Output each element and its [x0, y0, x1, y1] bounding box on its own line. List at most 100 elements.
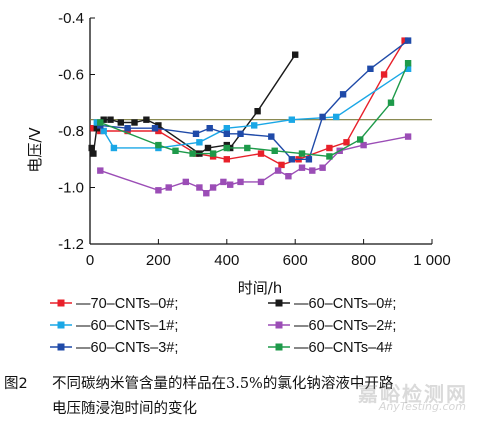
- figure-caption: 图2 不同碳纳米管含量的样品在3.5%的氯化钠溶液中开路 电压随浸泡时间的变化: [4, 372, 476, 422]
- data-point: [196, 184, 203, 191]
- x-tick-label: 800: [351, 252, 376, 269]
- data-point: [100, 127, 107, 135]
- data-point: [93, 125, 100, 132]
- data-point: [93, 119, 100, 126]
- series-line: [91, 54, 296, 155]
- data-point: [257, 178, 265, 186]
- data-point: [326, 144, 333, 152]
- legend-item: —60–CNTs–2#;: [268, 318, 396, 334]
- data-point: [124, 125, 131, 132]
- data-point: [387, 99, 395, 106]
- data-point: [298, 164, 306, 171]
- data-point: [292, 51, 299, 58]
- legend-item: —60–CNTs–4#: [268, 340, 392, 356]
- data-point: [192, 130, 200, 137]
- data-point: [380, 71, 388, 78]
- data-point: [223, 125, 230, 132]
- y-tick-label: -1.0: [58, 180, 84, 197]
- data-point: [97, 119, 104, 126]
- data-point: [288, 156, 295, 163]
- legend-swatch-marker: [57, 321, 65, 329]
- data-point: [367, 65, 374, 72]
- data-point: [404, 133, 412, 140]
- data-point: [227, 181, 234, 188]
- data-point: [223, 130, 230, 137]
- data-point: [319, 164, 326, 171]
- y-tick-label: -1.2: [58, 236, 84, 253]
- x-tick-label: 0: [86, 252, 94, 269]
- series-line: [100, 40, 409, 161]
- data-point: [189, 150, 196, 157]
- data-point: [223, 156, 230, 163]
- data-point: [107, 116, 114, 123]
- legend-item: —60–CNTs–0#;: [268, 296, 396, 312]
- data-point: [223, 144, 230, 152]
- data-point: [206, 125, 213, 132]
- data-point: [97, 167, 104, 174]
- data-point: [172, 147, 179, 154]
- data-point: [244, 144, 251, 152]
- data-point: [401, 37, 408, 44]
- legend-label: —60–CNTs–0#;: [294, 296, 396, 312]
- data-point: [339, 91, 347, 98]
- data-point: [143, 116, 150, 123]
- data-point: [274, 167, 282, 174]
- data-point: [404, 65, 412, 72]
- data-point: [110, 144, 118, 152]
- watermark-url: AnyTesting.com: [378, 400, 466, 413]
- data-point: [220, 178, 227, 186]
- legend-label: —60–CNTs–4#: [294, 340, 392, 356]
- data-point: [360, 141, 367, 149]
- x-axis-title: 时间/h: [238, 279, 283, 297]
- data-point: [155, 141, 162, 149]
- data-point: [155, 122, 162, 129]
- series-4: [97, 133, 412, 197]
- legend-swatch-marker: [57, 299, 65, 307]
- data-point: [237, 130, 244, 137]
- data-point: [278, 161, 285, 169]
- data-point: [288, 116, 295, 123]
- legend-label: —60–CNTs–1#;: [76, 318, 178, 334]
- axes: [89, 17, 433, 245]
- data-point: [285, 173, 292, 180]
- y-tick-label: -0.4: [58, 10, 84, 27]
- figure-number: 图2: [4, 376, 28, 392]
- data-point: [131, 119, 138, 126]
- data-point: [271, 147, 278, 154]
- data-point: [203, 190, 210, 197]
- legend-item: —60–CNTs–1#;: [50, 318, 178, 334]
- data-point: [88, 144, 95, 152]
- data-point: [237, 178, 244, 186]
- data-point: [254, 108, 261, 115]
- caption-line-1: 图2 不同碳纳米管含量的样品在3.5%的氯化钠溶液中开路: [4, 372, 476, 397]
- legend-swatch-marker: [57, 343, 65, 351]
- x-tick-label: 200: [146, 252, 171, 269]
- data-point: [209, 150, 217, 157]
- x-tick-label: 600: [283, 252, 308, 269]
- data-point: [204, 144, 212, 152]
- data-point: [100, 116, 107, 123]
- y-tick-label: -0.6: [58, 67, 84, 84]
- data-point: [268, 133, 275, 140]
- x-tick-label: 1 000: [413, 252, 451, 269]
- watermark-logo: 嘉峪检测网: [358, 382, 468, 406]
- y-tick-label: -0.8: [58, 123, 84, 140]
- legend-label: —70–CNTs–0#;: [76, 296, 178, 312]
- data-point: [251, 122, 258, 129]
- data-point: [182, 178, 189, 186]
- x-tick-label: 400: [214, 252, 239, 269]
- data-point: [196, 139, 203, 146]
- chart: 0 200 400 600 800 1 000 -0.4 -0.6 -0.8 -1.0 -1.2 时…: [26, 10, 451, 356]
- data-point: [155, 127, 162, 135]
- data-point: [298, 150, 306, 157]
- data-point: [404, 37, 412, 44]
- data-point: [257, 150, 265, 157]
- data-point: [305, 156, 313, 163]
- series-6: [97, 60, 412, 160]
- legend-item: —60–CNTs–3#;: [50, 340, 178, 356]
- data-point: [151, 125, 159, 132]
- data-point: [90, 125, 97, 132]
- series-3: [93, 65, 412, 152]
- data-point: [319, 113, 326, 121]
- series-2: [88, 51, 299, 157]
